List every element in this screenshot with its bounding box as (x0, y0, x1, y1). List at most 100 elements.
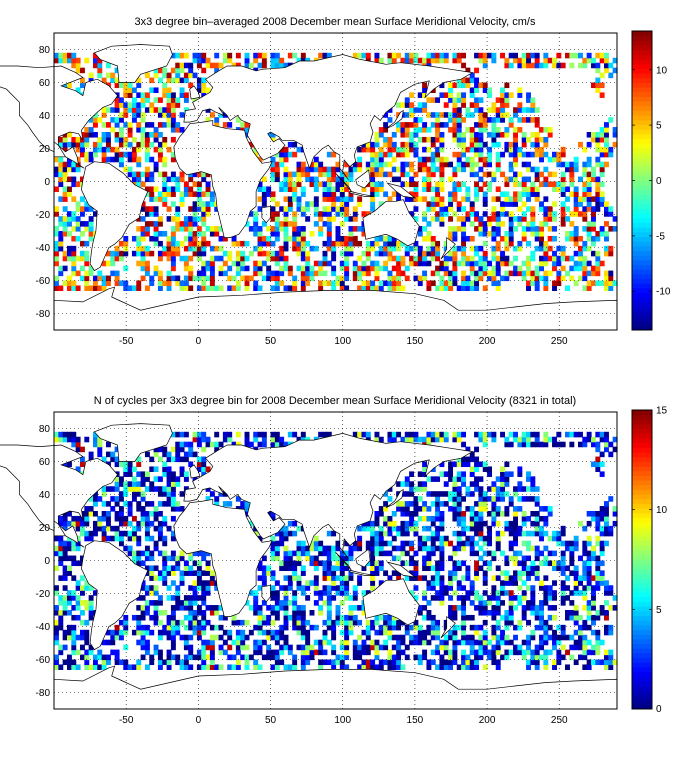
data-bin (118, 496, 124, 502)
data-bin (123, 245, 129, 252)
y-tick-label: 20 (39, 144, 51, 155)
data-bin (534, 545, 540, 552)
data-bin (110, 496, 116, 502)
data-bin (149, 156, 155, 163)
data-bin (387, 151, 393, 158)
data-bin (361, 270, 367, 277)
data-bin (608, 659, 614, 666)
data-bin (175, 77, 181, 84)
data-bin (469, 211, 475, 217)
data-bin (552, 590, 557, 596)
data-bin (448, 471, 454, 477)
data-bin (521, 595, 527, 601)
data-bin (62, 555, 68, 562)
data-bin (504, 141, 510, 148)
data-bin (435, 560, 441, 567)
data-bin (253, 285, 259, 291)
data-bin (97, 441, 103, 448)
data-bin (448, 206, 454, 212)
data-bin (114, 280, 120, 287)
data-bin (422, 82, 428, 89)
data-bin (495, 260, 501, 267)
data-bin (222, 122, 228, 128)
data-bin (452, 644, 458, 651)
data-bin (261, 639, 267, 646)
data-bin (595, 176, 601, 183)
data-bin (144, 515, 150, 522)
data-bin (569, 255, 575, 262)
data-bin (595, 265, 601, 272)
data-bin (205, 619, 211, 626)
data-bin (456, 52, 462, 59)
data-bin (166, 97, 172, 103)
data-bin (504, 127, 510, 133)
data-bin (517, 570, 523, 576)
data-bin (157, 550, 163, 557)
data-bin (326, 181, 332, 188)
data-bin (75, 545, 81, 552)
data-bin (344, 265, 350, 272)
data-bin (508, 196, 514, 202)
colorbar-step (632, 157, 652, 163)
data-bin (157, 654, 163, 661)
data-bin (244, 57, 250, 64)
data-bin (313, 221, 319, 227)
data-bin (166, 176, 172, 183)
colorbar-step (632, 82, 652, 88)
data-bin (582, 664, 588, 670)
data-bin (513, 181, 518, 188)
data-bin (495, 166, 501, 173)
data-bin (521, 141, 527, 148)
data-bin (565, 161, 570, 168)
data-bin (335, 560, 341, 567)
data-bin (391, 176, 397, 183)
data-bin (469, 550, 475, 557)
data-bin (530, 206, 536, 212)
data-bin (430, 634, 436, 641)
data-bin (136, 624, 142, 631)
data-bin (534, 226, 540, 232)
data-bin (396, 260, 402, 267)
data-bin (54, 664, 59, 670)
data-bin (560, 245, 566, 252)
data-bin (413, 550, 419, 557)
data-bin (526, 136, 531, 143)
data-bin (170, 275, 176, 282)
data-bin (283, 255, 289, 262)
data-bin (79, 176, 85, 183)
data-bin (504, 624, 510, 631)
data-bin (452, 132, 458, 138)
data-bin (123, 102, 129, 108)
data-bin (582, 186, 588, 192)
data-bin (452, 270, 458, 277)
data-bin (400, 619, 406, 626)
data-bin (118, 659, 124, 666)
data-bin (92, 57, 98, 64)
data-bin (110, 451, 116, 458)
data-bin (413, 501, 419, 507)
data-bin (387, 275, 393, 282)
data-bin (114, 82, 120, 89)
data-bin (162, 171, 168, 178)
data-bin (604, 245, 609, 252)
data-bin (495, 634, 501, 641)
data-bin (552, 211, 557, 217)
data-bin (370, 156, 376, 163)
data-bin (335, 565, 341, 571)
data-bin (430, 530, 436, 537)
data-bin (422, 605, 428, 611)
data-bin (300, 605, 306, 611)
data-bin (435, 590, 441, 596)
data-bin (487, 270, 493, 277)
data-bin (214, 496, 220, 502)
data-bin (157, 634, 163, 641)
data-bin (474, 605, 480, 611)
data-bin (62, 520, 68, 527)
data-bin (478, 595, 484, 601)
data-bin (322, 649, 328, 656)
data-bin (58, 595, 64, 601)
data-bin (97, 275, 103, 282)
data-bin (482, 191, 488, 197)
data-bin (300, 270, 306, 277)
data-bin (547, 255, 553, 262)
